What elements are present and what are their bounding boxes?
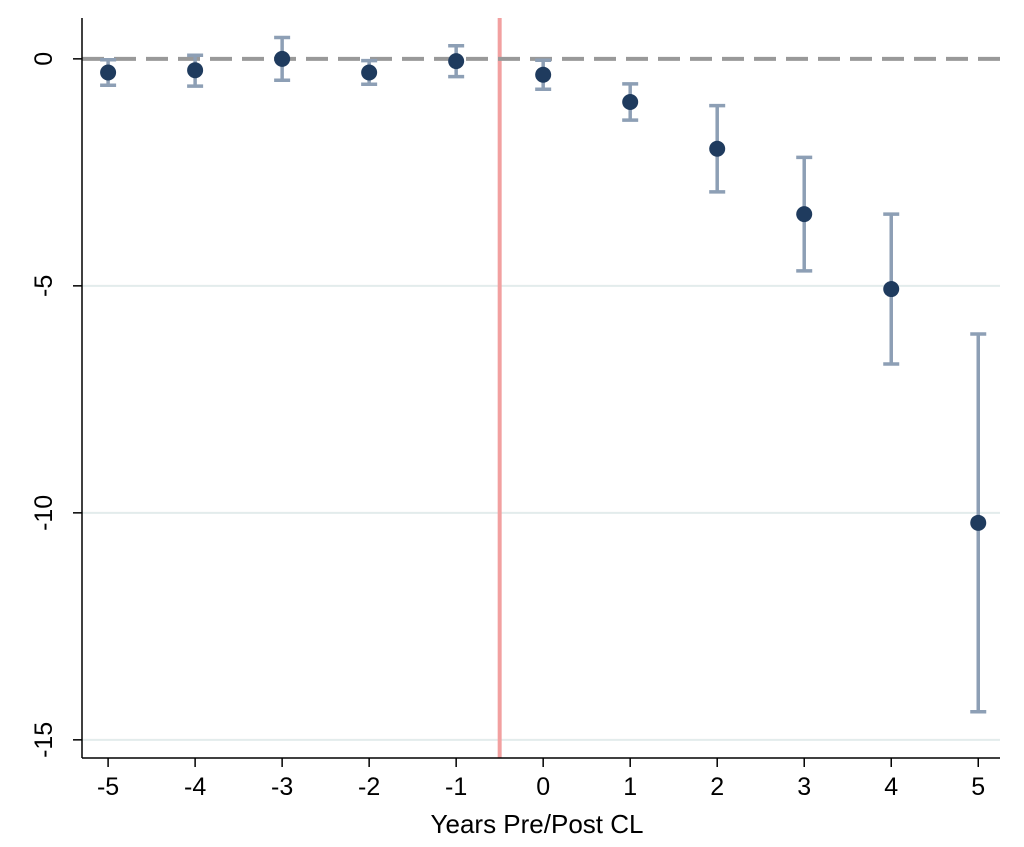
y-tick-label: -10 — [30, 495, 58, 531]
x-tick-label: 5 — [971, 773, 985, 801]
x-tick-label: 0 — [536, 773, 550, 801]
data-point — [274, 50, 291, 67]
y-tick-label: -15 — [30, 722, 58, 758]
x-tick-label: -1 — [445, 773, 467, 801]
data-point — [100, 64, 117, 81]
y-tick-label: -5 — [30, 275, 58, 297]
data-point — [361, 64, 378, 81]
x-tick-label: -2 — [358, 773, 380, 801]
data-point — [187, 62, 204, 79]
data-point — [535, 66, 552, 83]
data-point — [448, 53, 465, 70]
grid-lines — [82, 284, 1000, 741]
x-axis-ticks: -5 -4 -3 -2 -1 0 1 2 3 4 5 — [97, 758, 985, 801]
reference-lines — [82, 18, 1000, 758]
y-tick-label: 0 — [30, 52, 58, 66]
data-point — [622, 93, 639, 110]
data-point — [709, 140, 726, 157]
x-tick-label: 3 — [797, 773, 811, 801]
x-axis-title: Years Pre/Post CL — [431, 809, 644, 839]
x-tick-label: 1 — [623, 773, 637, 801]
data-point — [796, 206, 813, 223]
x-tick-label: -3 — [271, 773, 293, 801]
data-points — [100, 50, 987, 531]
x-tick-label: 2 — [710, 773, 724, 801]
data-point — [883, 281, 900, 298]
x-tick-label: -4 — [184, 773, 206, 801]
x-tick-label: -5 — [97, 773, 119, 801]
y-axis-ticks: 0 -5 -10 -15 — [30, 52, 82, 758]
axes — [81, 18, 1000, 759]
data-point — [970, 514, 987, 531]
error-bars — [100, 35, 987, 714]
x-tick-label: 4 — [884, 773, 898, 801]
